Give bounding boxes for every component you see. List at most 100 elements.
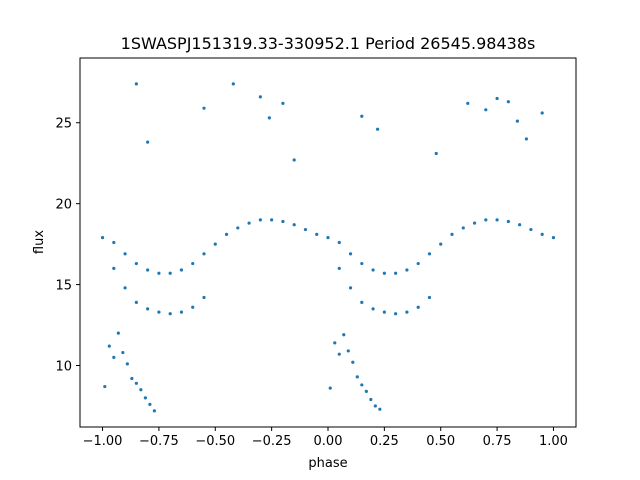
x-tick-label: −0.50 <box>195 434 235 449</box>
data-point <box>328 386 332 390</box>
data-point <box>484 108 488 112</box>
x-tick-label: 1.00 <box>539 434 568 449</box>
data-point <box>123 286 127 290</box>
x-axis-ticks: −1.00 −0.75 −0.50 −0.25 0.00 0.25 0.50 0.75 1.00 <box>83 427 568 449</box>
data-point <box>139 388 143 392</box>
data-point <box>337 352 341 356</box>
data-point <box>416 305 420 309</box>
data-point <box>134 261 138 266</box>
data-point <box>515 119 519 123</box>
data-point <box>152 409 156 413</box>
y-tick-label: 10 <box>55 360 72 375</box>
data-point <box>364 389 368 393</box>
data-point <box>146 268 150 272</box>
data-point <box>112 355 116 360</box>
scatter-points <box>100 82 556 413</box>
data-point <box>292 223 296 227</box>
data-point <box>107 344 111 348</box>
data-point <box>371 268 375 272</box>
data-point <box>112 266 116 270</box>
data-point <box>524 137 529 141</box>
data-point <box>369 397 373 402</box>
data-point <box>405 310 409 314</box>
data-point <box>342 333 346 337</box>
x-tick-label: 0.25 <box>370 434 399 449</box>
data-point <box>529 227 533 232</box>
data-point <box>116 331 120 335</box>
data-point <box>495 96 499 101</box>
data-point <box>371 307 375 311</box>
data-point <box>360 300 364 304</box>
x-tick-label: 0.00 <box>314 434 343 449</box>
x-tick-label: 0.50 <box>426 434 455 449</box>
data-point <box>472 221 477 225</box>
data-point <box>168 312 172 316</box>
data-point <box>348 286 353 290</box>
data-point <box>466 101 470 105</box>
data-point <box>168 271 172 275</box>
data-point <box>315 232 319 237</box>
data-point <box>439 242 443 246</box>
data-point <box>157 310 161 314</box>
data-point <box>267 116 271 120</box>
data-point <box>405 268 409 272</box>
data-point <box>292 158 296 162</box>
x-tick-label: −1.00 <box>83 434 123 449</box>
data-point <box>236 226 240 230</box>
data-point <box>427 295 432 300</box>
data-point <box>326 236 330 240</box>
data-point <box>103 384 107 389</box>
data-point <box>394 312 398 316</box>
data-point <box>333 341 337 345</box>
data-point <box>134 300 138 304</box>
data-point <box>281 101 285 105</box>
data-point <box>360 261 364 266</box>
data-point <box>551 236 556 240</box>
data-point <box>123 252 127 256</box>
data-point <box>143 396 147 400</box>
data-point <box>148 402 152 406</box>
data-point <box>202 295 206 300</box>
data-point <box>434 151 438 156</box>
y-axis-label: flux <box>32 230 47 254</box>
data-point <box>303 227 308 232</box>
data-point <box>157 271 161 275</box>
data-point <box>348 252 353 256</box>
data-point <box>461 226 465 230</box>
data-point <box>130 376 134 381</box>
data-point <box>270 218 274 222</box>
data-point <box>351 360 355 364</box>
data-point <box>337 240 341 245</box>
x-tick-label: 0.75 <box>483 434 512 449</box>
y-tick-label: 15 <box>55 279 72 294</box>
data-point <box>540 232 544 237</box>
data-point <box>134 381 138 385</box>
data-point <box>518 223 522 227</box>
data-point <box>134 82 138 86</box>
data-point <box>112 240 116 245</box>
chart-title: 1SWASPJ151319.33-330952.1 Period 26545.9… <box>121 34 536 53</box>
data-point <box>258 218 262 222</box>
data-point <box>125 362 129 366</box>
data-point <box>121 350 125 355</box>
data-point <box>258 95 262 99</box>
data-point <box>100 236 105 240</box>
data-point <box>360 383 364 387</box>
data-point <box>394 271 398 275</box>
data-point <box>346 349 350 353</box>
x-axis-label: phase <box>308 456 347 471</box>
data-point <box>213 242 217 246</box>
data-point <box>376 127 380 131</box>
x-tick-label: −0.25 <box>252 434 292 449</box>
data-point <box>506 219 510 224</box>
data-point <box>540 111 544 115</box>
data-point <box>191 261 195 266</box>
data-point <box>179 310 184 314</box>
data-point <box>382 310 386 314</box>
data-point <box>247 221 251 225</box>
data-point <box>427 252 432 256</box>
data-point <box>281 219 285 224</box>
data-point <box>382 271 386 275</box>
